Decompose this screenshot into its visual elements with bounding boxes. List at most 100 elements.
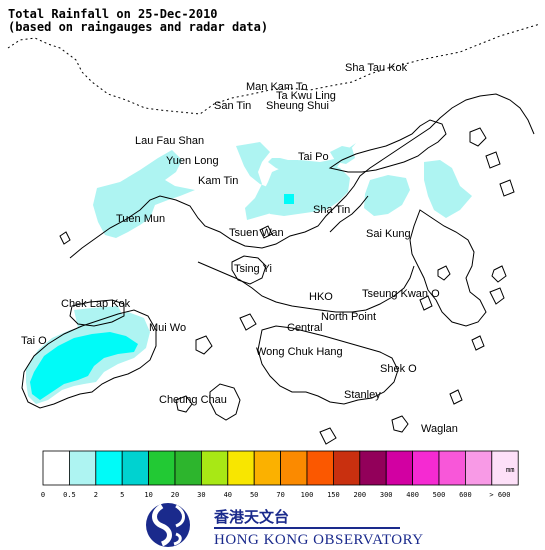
place-labels: Sha Tau Kok Man Kam To Ta Kwu Ling San T… xyxy=(21,62,458,435)
hko-logo-underline xyxy=(214,527,400,529)
coastline-islet-11 xyxy=(259,225,273,239)
legend-color-box xyxy=(227,450,255,486)
legend-color-box xyxy=(121,450,149,486)
coastline-lamma xyxy=(209,383,241,421)
place-label: Lau Fau Shan xyxy=(135,135,204,147)
place-label: Sha Tau Kok xyxy=(345,62,408,74)
coastline-new-territories xyxy=(69,93,535,259)
coastline-mainland-north xyxy=(7,23,541,115)
place-label: Central xyxy=(287,322,322,334)
legend-tick-label: 0 xyxy=(41,491,45,499)
legend-tick-label: 100 xyxy=(301,491,314,499)
legend-tick-label: 600 xyxy=(459,491,472,499)
place-label: Tai O xyxy=(21,335,47,347)
coastline-islet-2 xyxy=(491,265,507,283)
coastline-islet-6 xyxy=(239,313,257,331)
place-label: Stanley xyxy=(344,389,381,401)
coastline-islet-4 xyxy=(471,335,485,351)
coastline-waglan xyxy=(391,415,409,433)
rainfall-legend: mm 0 0.5 2 5 10 20 30 40 50 70 100 150 200 300 400 500 6… xyxy=(41,450,519,499)
legend-tick-label: 200 xyxy=(353,491,366,499)
legend-color-box xyxy=(148,450,176,486)
legend-color-box xyxy=(359,450,387,486)
coastline-sai-kung-peninsula xyxy=(409,209,487,327)
legend-tick-label: 400 xyxy=(406,491,419,499)
place-label: HKO xyxy=(309,291,333,303)
rain-area-northwest xyxy=(93,150,195,238)
legend-tick-label: 70 xyxy=(276,491,284,499)
rain-area-lantau-heavy xyxy=(30,332,138,400)
legend-color-box xyxy=(42,450,70,486)
legend-color-box xyxy=(200,450,229,486)
place-label: Tsuen Wan xyxy=(229,227,284,239)
place-label: Shek O xyxy=(380,363,417,375)
place-label: San Tin xyxy=(214,100,251,112)
rain-area-sai-kung xyxy=(364,175,410,216)
coastline-cheung-chau xyxy=(175,395,193,413)
rainfall-shading xyxy=(26,142,472,404)
legend-color-box xyxy=(280,450,308,486)
place-label: North Point xyxy=(321,311,376,323)
place-label: Sai Kung xyxy=(366,228,411,240)
rain-area-east xyxy=(424,160,472,218)
legend-color-box xyxy=(306,450,334,486)
place-label: Kam Tin xyxy=(198,175,238,187)
place-label: Cheung Chau xyxy=(159,394,227,406)
place-label: Tuen Mun xyxy=(116,213,165,225)
hko-logo-chinese: 香港天文台 xyxy=(214,508,289,526)
legend-tick-label: 20 xyxy=(171,491,179,499)
legend-color-box xyxy=(69,450,97,486)
coastline-lantau xyxy=(21,309,157,409)
legend-unit: mm xyxy=(506,466,514,474)
place-label: Tseung Kwan O xyxy=(362,288,440,300)
coastline-kowloon xyxy=(197,261,415,313)
coastline-channel xyxy=(329,195,369,233)
coastline-islet-12 xyxy=(319,427,337,445)
legend-tick-label: 10 xyxy=(144,491,152,499)
coastline-islet-14 xyxy=(449,389,463,405)
place-label: Wong Chuk Hang xyxy=(256,346,343,358)
place-label: Yuen Long xyxy=(166,155,219,167)
coastline-chek-lap-kok xyxy=(69,299,125,327)
place-label: Tai Po xyxy=(298,151,329,163)
legend-color-boxes xyxy=(42,450,519,486)
place-label: Man Kam To xyxy=(246,81,308,93)
legend-color-box xyxy=(253,450,281,486)
coastline-islet-10 xyxy=(59,231,71,245)
legend-color-box xyxy=(332,450,361,486)
map-title: Total Rainfall on 25-Dec-2010 xyxy=(8,7,218,21)
place-label: Chek Lap Kok xyxy=(61,298,131,310)
coastline-islet-1 xyxy=(437,265,451,281)
coastline-islet-3 xyxy=(489,287,505,305)
place-label: Mui Wo xyxy=(149,322,186,334)
hko-emblem xyxy=(146,503,190,547)
coastline-islet-7 xyxy=(469,127,487,147)
legend-tick-label: 40 xyxy=(224,491,232,499)
legend-tick-label: 300 xyxy=(380,491,393,499)
legend-tick-label: 0.5 xyxy=(63,491,76,499)
place-label: Sha Tin xyxy=(313,204,350,216)
map-subtitle: (based on raingauges and radar data) xyxy=(8,20,269,34)
legend-tick-label: 2 xyxy=(94,491,98,499)
legend-color-box xyxy=(412,450,440,486)
place-label: Tsing Yi xyxy=(234,263,272,275)
coastline-islet-9 xyxy=(499,179,515,197)
coastline-islet-5 xyxy=(195,335,213,355)
legend-color-box xyxy=(385,450,414,486)
legend-color-box xyxy=(95,450,123,486)
legend-tick-label: > 600 xyxy=(489,491,510,499)
legend-tick-label: 5 xyxy=(120,491,124,499)
legend-tick-label: 150 xyxy=(327,491,340,499)
hko-logo: 香港天文台 HONG KONG OBSERVATORY xyxy=(146,503,423,548)
legend-tick-label: 50 xyxy=(250,491,258,499)
coastline-tsing-yi xyxy=(231,255,267,285)
legend-color-box xyxy=(464,450,493,486)
legend-tick-label: 500 xyxy=(433,491,446,499)
legend-tick-labels: 0 0.5 2 5 10 20 30 40 50 70 100 150 200 300 400 500 600 >… xyxy=(41,491,511,499)
coastline xyxy=(7,23,541,445)
legend-tick-label: 30 xyxy=(197,491,205,499)
coastline-islet-8 xyxy=(485,151,501,169)
legend-color-box xyxy=(174,450,202,486)
